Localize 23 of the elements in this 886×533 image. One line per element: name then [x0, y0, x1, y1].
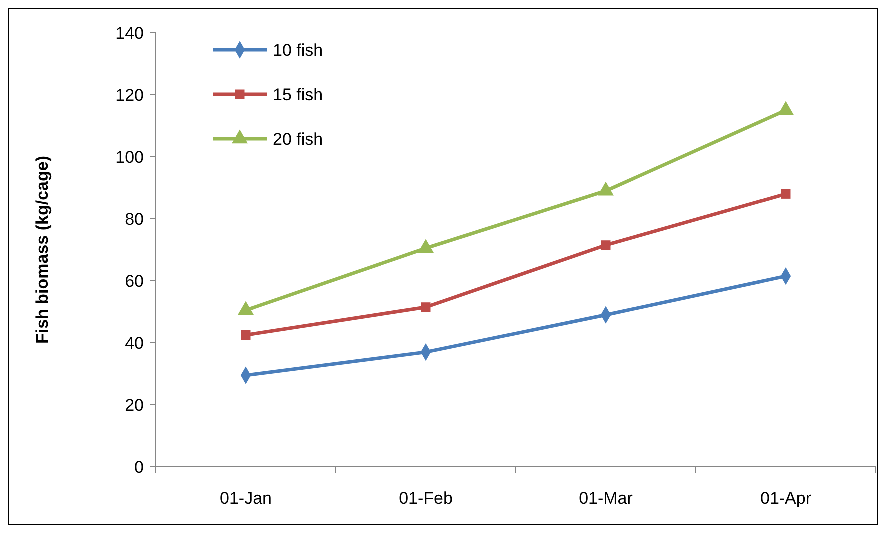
y-tick-label: 120 — [116, 86, 144, 105]
y-tick-label: 40 — [125, 334, 144, 353]
point — [601, 240, 611, 250]
x-tick-label: 01-Jan — [220, 489, 272, 508]
legend-label: 10 fish — [273, 40, 324, 60]
x-tick-label: 01-Mar — [579, 489, 634, 508]
legend-label: 20 fish — [273, 130, 324, 149]
point — [241, 330, 251, 340]
point — [418, 239, 434, 254]
point — [421, 302, 431, 312]
legend-label: 15 fish — [273, 85, 324, 104]
y-axis-title: Fish biomass (kg/cage) — [33, 156, 52, 344]
point — [598, 182, 614, 196]
y-tick-label: 140 — [116, 24, 144, 43]
y-tick-label: 100 — [116, 148, 144, 167]
x-tick-label: 01-Apr — [760, 489, 812, 508]
y-tick-label: 60 — [125, 272, 144, 291]
x-tick-label: 01-Feb — [399, 489, 453, 508]
point — [781, 189, 791, 199]
y-tick-label: 0 — [134, 458, 144, 477]
y-tick-label: 20 — [125, 396, 144, 415]
point — [778, 101, 794, 116]
y-tick-label: 80 — [125, 210, 144, 229]
